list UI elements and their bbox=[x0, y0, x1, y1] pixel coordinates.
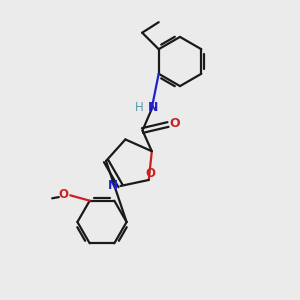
Text: N: N bbox=[108, 179, 118, 192]
Text: H: H bbox=[134, 100, 143, 114]
Text: O: O bbox=[169, 117, 180, 130]
Text: N: N bbox=[148, 100, 158, 114]
Text: O: O bbox=[146, 167, 156, 180]
Text: O: O bbox=[58, 188, 69, 201]
